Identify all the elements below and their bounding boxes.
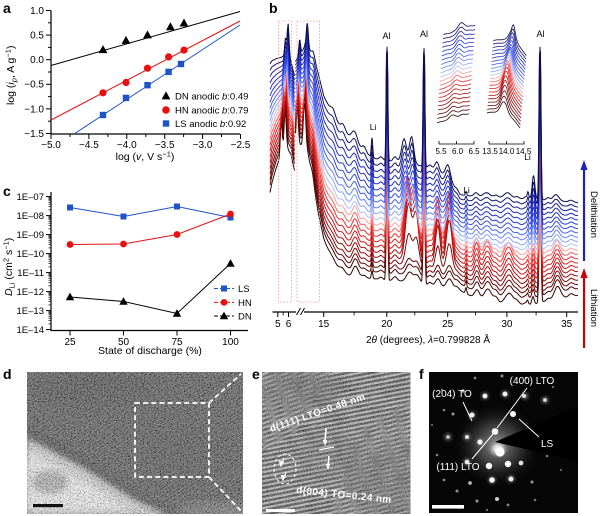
svg-text:e: e bbox=[252, 366, 260, 382]
svg-text:6.5: 6.5 bbox=[468, 147, 480, 156]
svg-text:b: b bbox=[269, 0, 278, 16]
svg-text:(111) LTO: (111) LTO bbox=[436, 462, 479, 473]
svg-text:−5.0: −5.0 bbox=[41, 140, 61, 151]
svg-text:1E–07: 1E–07 bbox=[17, 192, 44, 203]
svg-text:Al: Al bbox=[382, 31, 390, 41]
svg-text:6: 6 bbox=[286, 319, 292, 330]
svg-text:2θ (degrees), λ=0.799828 Å: 2θ (degrees), λ=0.799828 Å bbox=[366, 333, 490, 346]
svg-text:25: 25 bbox=[64, 337, 76, 348]
svg-text:14.0: 14.0 bbox=[499, 147, 515, 156]
svg-text:a: a bbox=[3, 0, 11, 16]
svg-text:25: 25 bbox=[442, 319, 454, 330]
svg-text:100: 100 bbox=[222, 337, 239, 348]
svg-text:Lithiation: Lithiation bbox=[588, 289, 599, 327]
svg-text:30: 30 bbox=[501, 319, 513, 330]
svg-text:Al: Al bbox=[536, 29, 544, 39]
svg-text:LS: LS bbox=[238, 284, 250, 295]
svg-text:1E–14: 1E–14 bbox=[17, 325, 44, 336]
svg-text:DN: DN bbox=[238, 311, 252, 322]
svg-text:d: d bbox=[3, 366, 12, 382]
svg-text:75: 75 bbox=[171, 337, 183, 348]
svg-text:1E–11: 1E–11 bbox=[17, 268, 44, 279]
svg-text:15: 15 bbox=[318, 319, 330, 330]
svg-text:−4.0: −4.0 bbox=[117, 140, 137, 151]
svg-text:5.5: 5.5 bbox=[435, 147, 447, 156]
svg-text:DN anodic b:0.49: DN anodic b:0.49 bbox=[175, 91, 248, 102]
svg-text:LS anodic b:0.92: LS anodic b:0.92 bbox=[175, 119, 246, 130]
svg-text:Li: Li bbox=[463, 185, 470, 195]
svg-text:f: f bbox=[419, 366, 424, 382]
svg-text:50: 50 bbox=[118, 337, 130, 348]
svg-text:DLi (cm2 s−1): DLi (cm2 s−1) bbox=[2, 238, 17, 296]
svg-text:−3.5: −3.5 bbox=[155, 140, 175, 151]
svg-text:LS: LS bbox=[541, 439, 554, 450]
svg-text:log (v, V s−1): log (v, V s−1) bbox=[116, 150, 175, 164]
svg-text:(400) LTO: (400) LTO bbox=[510, 376, 555, 387]
svg-text:1E–09: 1E–09 bbox=[17, 230, 44, 241]
svg-text:(204) TO: (204) TO bbox=[432, 389, 472, 400]
svg-text:Li: Li bbox=[524, 152, 531, 162]
svg-text:Li: Li bbox=[370, 122, 377, 132]
svg-text:1E–12: 1E–12 bbox=[17, 287, 44, 298]
svg-text:HN: HN bbox=[238, 298, 252, 309]
svg-text:20: 20 bbox=[381, 319, 393, 330]
svg-text:13.5: 13.5 bbox=[482, 147, 498, 156]
svg-text:−1.0: −1.0 bbox=[24, 104, 44, 115]
svg-text:HN anodic b:0.79: HN anodic b:0.79 bbox=[175, 105, 248, 116]
svg-text:35: 35 bbox=[561, 319, 573, 330]
svg-text:log (ip, A g−1): log (ip, A g−1) bbox=[4, 46, 19, 105]
svg-text:5: 5 bbox=[275, 319, 281, 330]
svg-text:−2.5: −2.5 bbox=[231, 140, 251, 151]
svg-text:−1.5: −1.5 bbox=[24, 129, 44, 140]
svg-text:14.5: 14.5 bbox=[516, 147, 532, 156]
svg-text:State of discharge (%): State of discharge (%) bbox=[98, 345, 202, 357]
svg-text:Al: Al bbox=[420, 29, 428, 39]
svg-text:−4.5: −4.5 bbox=[79, 140, 99, 151]
svg-text:1E–10: 1E–10 bbox=[17, 249, 44, 260]
svg-text:c: c bbox=[3, 183, 11, 199]
svg-text:1.0: 1.0 bbox=[30, 6, 44, 17]
svg-text:Delithiation: Delithiation bbox=[588, 191, 599, 238]
svg-text:1E–13: 1E–13 bbox=[17, 306, 44, 317]
svg-text:−3.0: −3.0 bbox=[193, 140, 213, 151]
svg-text:0.5: 0.5 bbox=[30, 31, 44, 42]
svg-text:−0.5: −0.5 bbox=[24, 80, 44, 91]
svg-text:0.0: 0.0 bbox=[30, 55, 44, 66]
svg-text:1E–08: 1E–08 bbox=[17, 211, 44, 222]
svg-text:6.0: 6.0 bbox=[452, 147, 464, 156]
